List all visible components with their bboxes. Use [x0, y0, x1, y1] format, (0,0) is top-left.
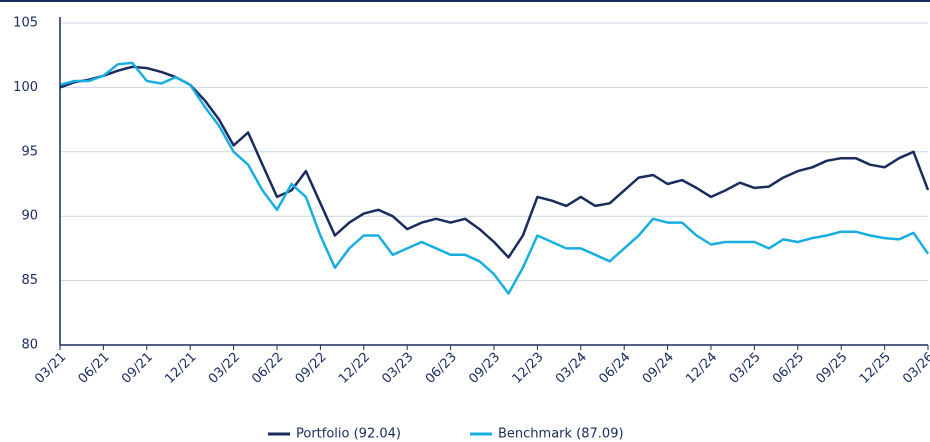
- x-tick-label: 12/24: [683, 350, 720, 387]
- series-line: [59, 61, 930, 295]
- x-tick-label: 12/22: [336, 350, 373, 387]
- x-tick-label: 03/26: [900, 350, 930, 387]
- x-tick-label: 06/24: [596, 350, 633, 387]
- x-tick-label: 03/25: [727, 350, 764, 387]
- x-tick-label: 03/21: [32, 350, 69, 387]
- x-tick-label: 12/25: [857, 350, 894, 387]
- y-tick-label: 80: [21, 338, 38, 353]
- x-tick-label: 03/22: [206, 350, 243, 387]
- x-tick-label: 06/21: [76, 350, 113, 387]
- series-line: [59, 65, 930, 259]
- x-tick-label: 03/24: [553, 350, 590, 387]
- y-tick-label: 90: [21, 209, 38, 224]
- x-tick-label: 09/23: [466, 350, 503, 387]
- y-tick-label: 95: [21, 144, 38, 159]
- x-tick-label: 09/25: [813, 350, 850, 387]
- y-tick-label: 85: [21, 273, 38, 288]
- x-tick-label: 06/23: [423, 350, 460, 387]
- x-tick-label: 06/22: [249, 350, 286, 387]
- x-tick-label: 09/21: [119, 350, 156, 387]
- legend-label: Benchmark (87.09): [498, 427, 624, 442]
- x-tick-label: 03/23: [379, 350, 416, 387]
- x-tick-label: 09/24: [640, 350, 677, 387]
- x-tick-label: 09/22: [293, 350, 330, 387]
- y-tick-label: 100: [13, 80, 38, 95]
- legend-label: Portfolio (92.04): [296, 427, 401, 442]
- x-tick-label: 12/23: [510, 350, 547, 387]
- x-tick-label: 06/25: [770, 350, 807, 387]
- x-tick-label: 12/21: [162, 350, 199, 387]
- y-tick-label: 105: [13, 16, 38, 31]
